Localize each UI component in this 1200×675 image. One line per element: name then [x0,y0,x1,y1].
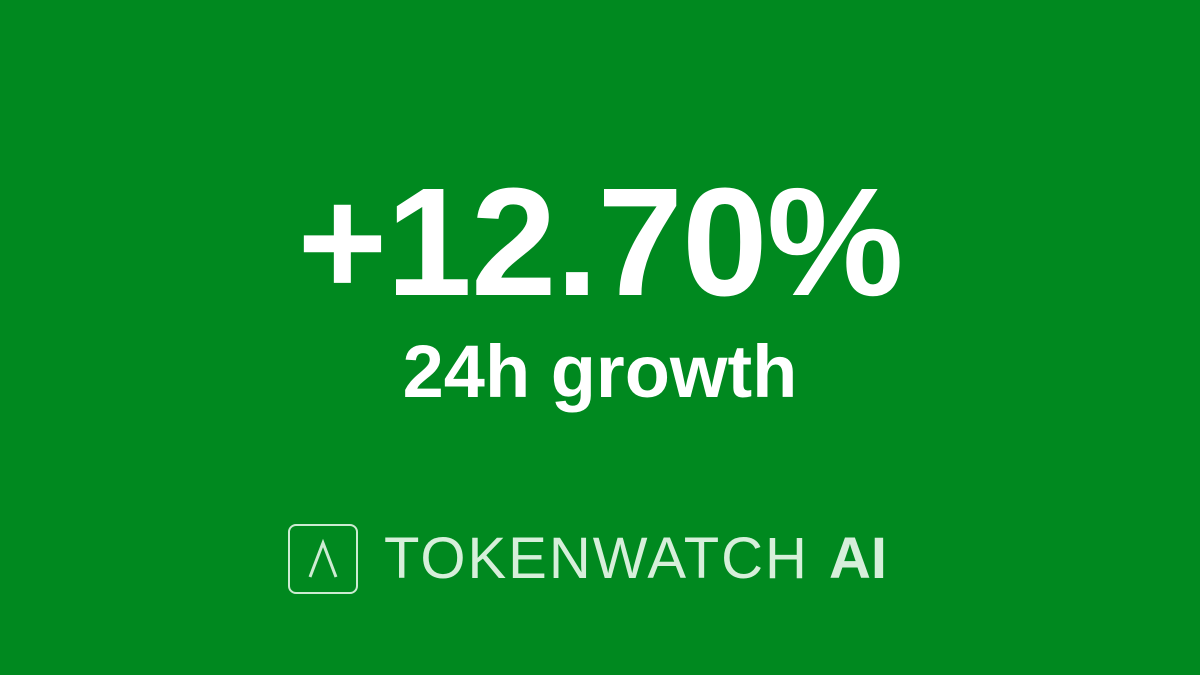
brand-name: TOKENWATCH [384,526,809,591]
brand-logo: TOKENWATCH AI [288,522,887,596]
growth-period-label: 24h growth [402,330,798,413]
triangle-a-logo-icon [288,524,358,594]
growth-percentage: +12.70% [297,156,903,328]
brand-suffix: AI [828,526,887,591]
